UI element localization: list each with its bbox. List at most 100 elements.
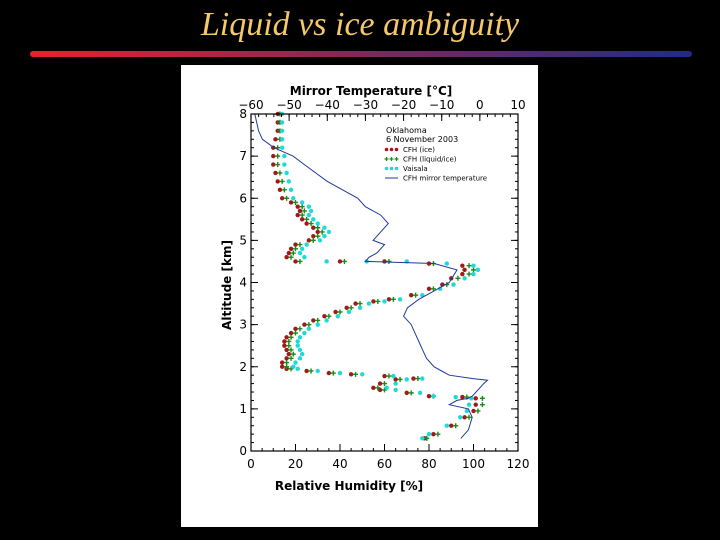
data-point-1-52 xyxy=(297,242,303,248)
data-point-1-15 xyxy=(386,373,392,379)
top-tick-label: −60 xyxy=(238,98,263,112)
top-tick-label: −20 xyxy=(391,98,416,112)
data-point-2-3 xyxy=(457,415,463,420)
data-point-2-7 xyxy=(453,394,458,400)
humidity-altitude-chart: Mirror Temperature [°C] Relative Humidit… xyxy=(220,84,529,493)
data-point-0-10 xyxy=(377,387,383,393)
data-point-0-14 xyxy=(411,376,416,381)
legend-item-3: CFH mirror temperature xyxy=(385,175,487,183)
location-label: Oklahoma xyxy=(386,126,427,135)
data-point-1-60 xyxy=(301,208,307,214)
data-point-1-54 xyxy=(315,233,321,239)
data-point-0-25 xyxy=(282,343,287,348)
data-point-1-28 xyxy=(293,330,298,336)
data-point-0-35 xyxy=(353,301,358,306)
data-point-2-24 xyxy=(297,347,303,353)
data-point-0-54 xyxy=(311,233,316,239)
data-point-0-58 xyxy=(299,217,305,222)
data-point-1-50 xyxy=(290,250,296,256)
data-point-2-68 xyxy=(282,153,287,159)
data-point-0-62 xyxy=(288,200,294,205)
data-point-0-67 xyxy=(271,162,276,167)
data-point-1-17 xyxy=(330,370,336,376)
data-point-1-58 xyxy=(304,216,310,222)
legend-swatch-mark xyxy=(384,157,389,161)
data-point-2-51 xyxy=(299,246,305,251)
data-point-2-5 xyxy=(466,402,472,407)
data-point-0-11 xyxy=(371,385,376,391)
legend-label: CFH mirror temperature xyxy=(403,175,487,183)
legend-label: Vaisala xyxy=(403,165,428,173)
data-point-1-27 xyxy=(288,334,294,340)
x-tick-label: 80 xyxy=(421,457,436,471)
slide-title: Liquid vs ice ambiguity xyxy=(200,6,520,43)
data-point-0-30 xyxy=(302,322,307,327)
data-point-0-68 xyxy=(271,153,276,159)
data-point-2-61 xyxy=(306,204,312,209)
data-point-0-51 xyxy=(288,246,294,251)
data-point-0-52 xyxy=(293,242,298,247)
data-point-0-55 xyxy=(315,229,320,235)
legend-label: CFH (liquid/ice) xyxy=(403,156,457,164)
data-point-2-36 xyxy=(382,299,387,304)
data-point-1-42 xyxy=(466,271,472,277)
data-point-1-23 xyxy=(290,351,296,357)
data-point-0-4 xyxy=(471,408,476,414)
y-tick-label: 8 xyxy=(239,107,247,121)
data-point-0-38 xyxy=(409,292,414,298)
data-point-0-59 xyxy=(295,212,300,218)
data-point-0-31 xyxy=(311,318,316,323)
data-point-0-12 xyxy=(377,381,383,386)
data-point-0-13 xyxy=(393,377,398,382)
chart-panel: Mirror Temperature [°C] Relative Humidit… xyxy=(181,65,538,527)
data-point-2-67 xyxy=(282,162,287,167)
data-point-2-33 xyxy=(346,309,352,315)
data-point-0-23 xyxy=(286,351,292,357)
top-tick-label: −10 xyxy=(429,98,454,112)
data-point-1-47 xyxy=(341,258,347,264)
data-point-0-53 xyxy=(306,238,312,243)
y-tick-label: 1 xyxy=(239,402,247,416)
data-point-1-44 xyxy=(466,263,472,269)
data-point-2-22 xyxy=(297,356,303,361)
x-tick-label: 40 xyxy=(332,457,347,471)
data-point-2-1 xyxy=(426,431,432,437)
data-point-2-20 xyxy=(291,364,296,369)
legend-item-2: Vaisala xyxy=(384,165,428,173)
data-point-1-11 xyxy=(375,385,381,391)
series-2 xyxy=(279,111,481,441)
plot-axes-layer: 0 20 40 60 80 100 120−60 −50 −40 −30 −20 −10 0 100123… xyxy=(238,98,529,471)
data-point-1-46 xyxy=(386,258,392,264)
data-point-0-63 xyxy=(279,196,285,201)
data-point-2-52 xyxy=(304,242,309,247)
legend-swatch-mark xyxy=(384,147,389,152)
y-tick-label: 7 xyxy=(239,149,247,163)
legend-swatch-mark xyxy=(394,157,399,161)
bottom-axis-title: Relative Humidity [%] xyxy=(275,479,423,493)
data-point-0-21 xyxy=(279,360,285,365)
data-point-2-13 xyxy=(404,377,409,382)
data-point-1-0 xyxy=(424,435,430,441)
top-axis-title: Mirror Temperature [°C] xyxy=(290,84,453,98)
data-point-2-12 xyxy=(393,381,398,386)
data-point-1-37 xyxy=(390,296,396,302)
data-point-0-32 xyxy=(322,314,327,319)
data-point-1-63 xyxy=(284,195,290,201)
top-tick-label: 10 xyxy=(510,98,525,112)
data-point-1-30 xyxy=(306,322,312,328)
legend-swatch-mark xyxy=(384,166,389,171)
data-point-2-45 xyxy=(444,261,449,266)
data-point-0-66 xyxy=(273,170,278,176)
data-point-0-50 xyxy=(286,250,292,256)
legend-item-0: CFH (ice) xyxy=(384,146,435,154)
x-tick-label: 60 xyxy=(377,457,392,471)
data-point-2-43 xyxy=(475,267,481,273)
data-point-2-19 xyxy=(295,366,300,372)
data-point-1-56 xyxy=(315,225,321,231)
data-point-1-67 xyxy=(275,162,281,168)
data-point-2-30 xyxy=(315,322,320,327)
data-point-0-49 xyxy=(284,255,289,260)
mirror-temperature-line xyxy=(254,113,489,439)
data-point-0-20 xyxy=(279,364,285,369)
data-point-2-70 xyxy=(279,137,285,142)
